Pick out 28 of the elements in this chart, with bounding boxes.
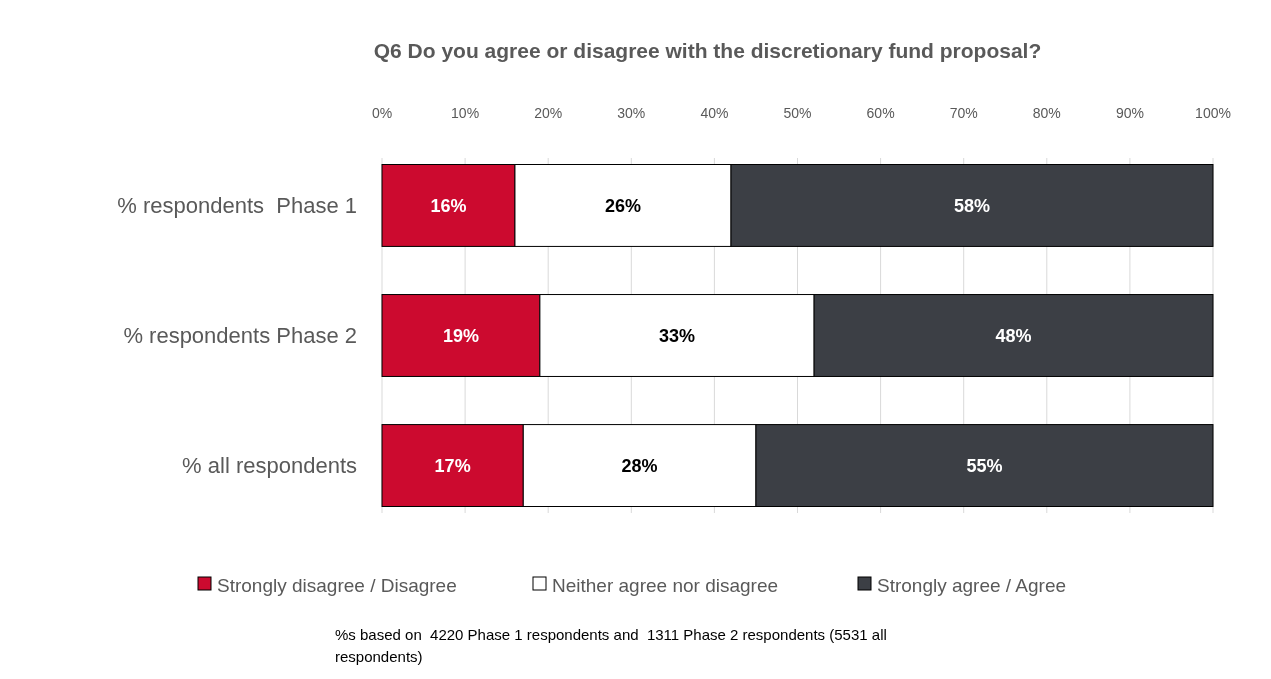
x-tick-label: 30% [617,105,646,121]
chart-title: Q6 Do you agree or disagree with the discretionary fund proposal? [373,39,1042,62]
x-tick-label: 40% [700,105,729,121]
data-label: 26% [604,195,642,216]
x-tick-label: 20% [534,105,563,121]
legend-label: Neither agree nor disagree [552,574,779,596]
legend-label: Strongly disagree / Disagree [217,574,457,596]
data-label: 58% [953,195,991,216]
x-tick-label: 60% [866,105,895,121]
data-label: 55% [966,455,1003,476]
data-label: 28% [621,455,658,476]
legend-label: Strongly agree / Agree [877,574,1067,596]
x-tick-label: 80% [1032,105,1061,121]
data-label: 17% [434,455,471,476]
y-tick-label: % respondents Phase 1 [117,193,357,219]
x-tick-label: 50% [783,105,812,121]
data-label: 19% [442,325,479,346]
data-label: 48% [995,325,1032,346]
x-tick-label: 10% [451,105,480,121]
data-label: 16% [430,195,467,216]
y-tick-label: % respondents Phase 2 [123,323,357,349]
x-tick-label: 0% [371,105,393,121]
x-tick-label: 100% [1195,105,1231,121]
x-tick-label: 70% [949,105,978,121]
x-tick-label: 90% [1115,105,1144,121]
y-tick-label: % all respondents [182,453,357,479]
data-label: 33% [658,325,696,346]
text: %s based on 4220 Phase 1 respondents and 1311 Phase 2 respondents (5531 all respondents) [335,626,887,665]
